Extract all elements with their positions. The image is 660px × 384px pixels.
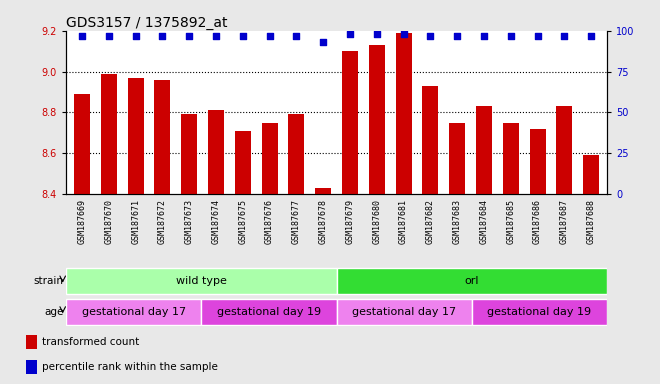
Point <box>478 33 489 39</box>
Text: GDS3157 / 1375892_at: GDS3157 / 1375892_at <box>66 16 228 30</box>
Point <box>506 33 516 39</box>
Bar <box>422 86 438 194</box>
Point <box>157 33 168 39</box>
Text: strain: strain <box>33 276 63 286</box>
Bar <box>201 299 337 325</box>
Point <box>345 31 355 37</box>
Point <box>211 33 221 39</box>
Text: wild type: wild type <box>176 276 227 286</box>
Point <box>318 39 329 45</box>
Text: GSM187685: GSM187685 <box>506 199 515 244</box>
Point <box>77 33 87 39</box>
Bar <box>529 129 546 194</box>
Bar <box>476 106 492 194</box>
Text: GSM187686: GSM187686 <box>533 199 542 244</box>
Point <box>131 33 141 39</box>
Bar <box>261 122 278 194</box>
Text: GSM187682: GSM187682 <box>426 199 435 244</box>
Text: transformed count: transformed count <box>42 337 139 347</box>
Bar <box>337 268 607 294</box>
Bar <box>556 106 572 194</box>
Text: GSM187672: GSM187672 <box>158 199 167 244</box>
Point <box>586 33 597 39</box>
Bar <box>503 122 519 194</box>
Bar <box>66 268 337 294</box>
Bar <box>182 114 197 194</box>
Text: GSM187680: GSM187680 <box>372 199 381 244</box>
Text: GSM187675: GSM187675 <box>238 199 248 244</box>
Text: age: age <box>44 307 63 317</box>
Point <box>184 33 195 39</box>
Bar <box>127 78 144 194</box>
Bar <box>315 188 331 194</box>
Point <box>425 33 436 39</box>
Text: orl: orl <box>465 276 479 286</box>
Text: gestational day 19: gestational day 19 <box>488 307 591 317</box>
Text: gestational day 19: gestational day 19 <box>217 307 321 317</box>
Bar <box>342 51 358 194</box>
Text: GSM187673: GSM187673 <box>185 199 194 244</box>
Text: GSM187674: GSM187674 <box>212 199 220 244</box>
Bar <box>337 299 472 325</box>
Bar <box>26 360 37 374</box>
Point <box>291 33 302 39</box>
Text: GSM187687: GSM187687 <box>560 199 569 244</box>
Point <box>452 33 463 39</box>
Text: GSM187671: GSM187671 <box>131 199 140 244</box>
Text: GSM187670: GSM187670 <box>104 199 114 244</box>
Text: percentile rank within the sample: percentile rank within the sample <box>42 362 218 372</box>
Text: GSM187677: GSM187677 <box>292 199 301 244</box>
Bar <box>235 131 251 194</box>
Point <box>265 33 275 39</box>
Bar <box>26 335 37 349</box>
Text: GSM187678: GSM187678 <box>319 199 328 244</box>
Point <box>372 31 382 37</box>
Text: GSM187688: GSM187688 <box>587 199 595 244</box>
Text: GSM187684: GSM187684 <box>479 199 488 244</box>
Text: GSM187676: GSM187676 <box>265 199 274 244</box>
Text: GSM187683: GSM187683 <box>453 199 461 244</box>
Bar <box>66 299 201 325</box>
Bar <box>101 74 117 194</box>
Bar <box>288 114 304 194</box>
Bar <box>369 45 385 194</box>
Text: gestational day 17: gestational day 17 <box>82 307 185 317</box>
Text: GSM187679: GSM187679 <box>345 199 354 244</box>
Bar <box>395 33 412 194</box>
Point <box>559 33 570 39</box>
Point <box>104 33 114 39</box>
Bar <box>449 122 465 194</box>
Bar <box>154 79 170 194</box>
Bar <box>472 299 607 325</box>
Point <box>398 31 409 37</box>
Point <box>532 33 543 39</box>
Bar <box>74 94 90 194</box>
Text: GSM187681: GSM187681 <box>399 199 408 244</box>
Bar <box>208 110 224 194</box>
Text: GSM187669: GSM187669 <box>78 199 86 244</box>
Text: gestational day 17: gestational day 17 <box>352 307 456 317</box>
Point <box>238 33 248 39</box>
Bar <box>583 155 599 194</box>
